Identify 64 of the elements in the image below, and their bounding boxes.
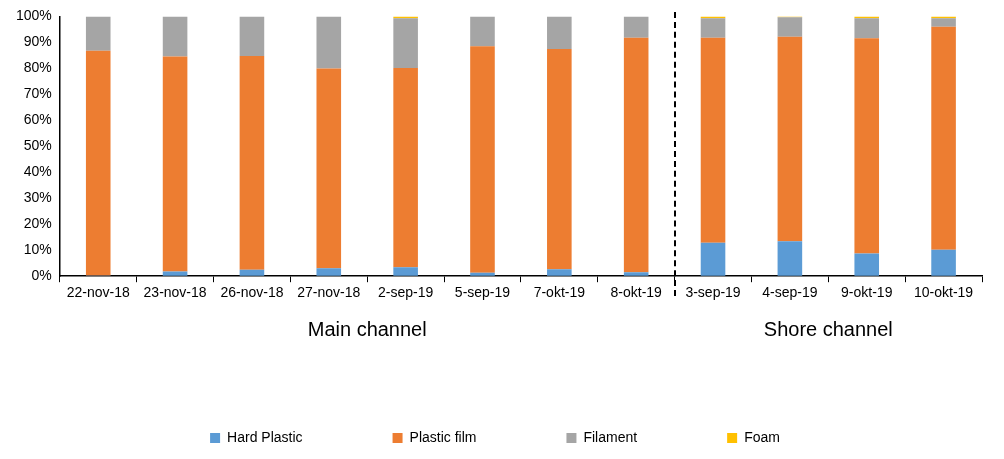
x-tick-label: 26-nov-18 (220, 284, 284, 301)
bar (316, 68, 342, 269)
bar (239, 55, 265, 270)
x-tick-label: 7-okt-19 (533, 284, 586, 301)
bar (931, 249, 956, 276)
bar (700, 18, 726, 38)
y-tick-label: 90% (23, 33, 52, 50)
bar (239, 269, 265, 276)
y-tick-label: 50% (23, 137, 52, 154)
bar (547, 269, 572, 276)
bar (162, 56, 188, 272)
x-tick-label: 9-okt-19 (841, 284, 893, 301)
bar (854, 18, 880, 39)
bar (777, 36, 803, 242)
bar (470, 46, 495, 273)
x-tick-label: 4-sep-19 (762, 284, 818, 301)
bar (470, 16, 495, 47)
legend-label: Hard Plastic (227, 428, 303, 445)
bar (85, 50, 111, 276)
legend-label: Plastic film (409, 428, 477, 445)
bar (393, 68, 418, 268)
x-tick-label: 3-sep-19 (685, 284, 741, 301)
bar (393, 18, 418, 69)
bar (700, 242, 726, 276)
bar (854, 253, 880, 276)
bar (623, 37, 649, 273)
bar (162, 16, 188, 57)
x-tick-label: 27-nov-18 (297, 284, 361, 301)
bar (623, 272, 649, 276)
x-tick-label: 5-sep-19 (454, 284, 511, 301)
legend-label: Foam (744, 428, 780, 445)
bar (162, 271, 188, 276)
x-tick-label: 10-okt-19 (914, 284, 974, 301)
bar (931, 18, 956, 27)
bar (547, 16, 572, 49)
bar (777, 241, 803, 276)
y-tick-label: 70% (23, 85, 52, 102)
x-tick-label: 23-nov-18 (143, 284, 207, 301)
y-tick-label: 40% (23, 163, 52, 180)
x-tick-label: 22-nov-18 (66, 284, 130, 301)
legend-label: Filament (583, 428, 638, 445)
bar (393, 267, 418, 276)
bar (316, 268, 342, 276)
y-tick-label: 0% (31, 267, 52, 284)
bar (239, 16, 265, 56)
x-tick-label: 8-okt-19 (610, 284, 663, 301)
bar (854, 38, 880, 254)
bar (700, 37, 726, 243)
y-tick-label: 80% (23, 59, 52, 76)
text: Shore channel (763, 317, 893, 340)
y-tick-label: 100% (15, 7, 52, 24)
y-tick-label: 60% (23, 111, 52, 128)
bar (316, 16, 342, 69)
y-tick-label: 10% (23, 241, 52, 258)
bar (547, 48, 572, 270)
text: Main channel (307, 317, 427, 340)
bar (777, 17, 803, 37)
x-tick-label: 2-sep-19 (378, 284, 434, 301)
y-tick-label: 20% (23, 215, 52, 232)
y-tick-label: 30% (23, 189, 52, 206)
bar (85, 16, 111, 51)
bar (470, 272, 495, 276)
bar (931, 26, 956, 250)
bar (623, 16, 649, 38)
